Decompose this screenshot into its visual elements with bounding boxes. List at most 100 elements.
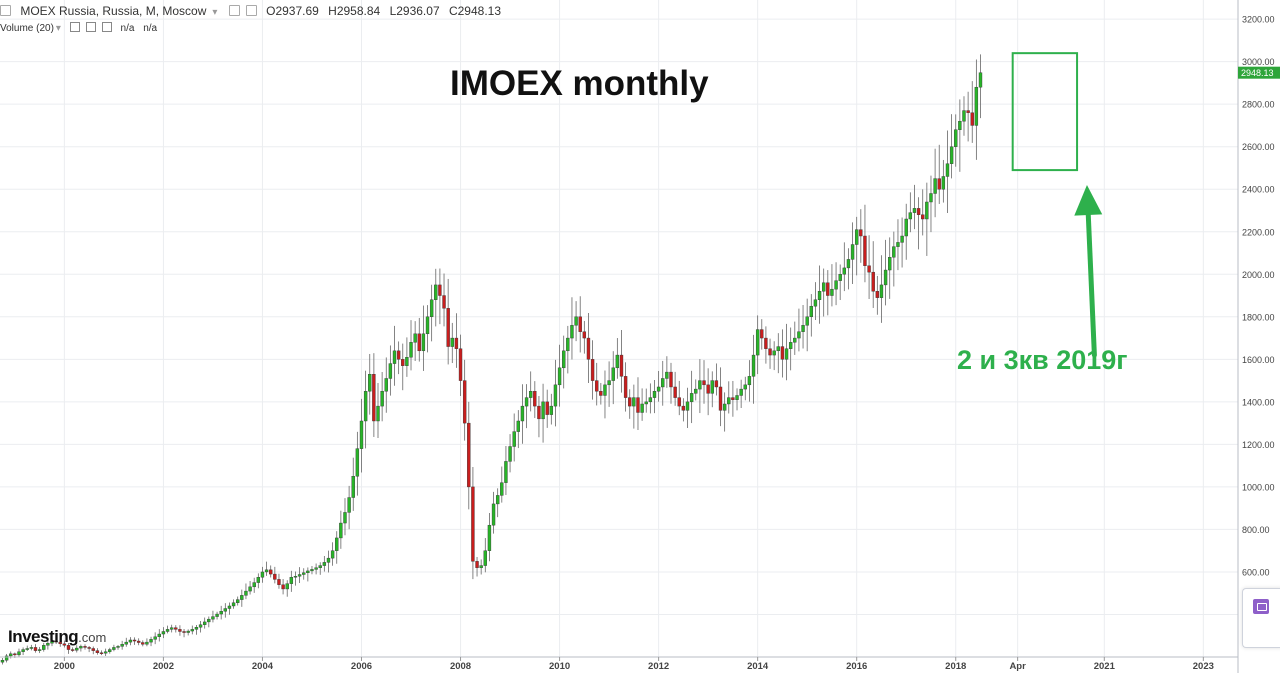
collapse-icon[interactable]	[0, 5, 11, 16]
candle-body	[834, 280, 838, 290]
y-tick-label: 2400.00	[1242, 185, 1275, 195]
candle-body	[788, 342, 793, 349]
y-tick-label: 3000.00	[1242, 57, 1275, 67]
candle-body	[380, 391, 384, 407]
hide-icon[interactable]	[245, 5, 257, 16]
candle-body	[694, 388, 698, 394]
candle-body	[454, 337, 459, 349]
candle-body	[859, 229, 863, 237]
candle-body	[62, 643, 67, 646]
candle-body	[797, 331, 801, 339]
candle-body	[169, 627, 174, 630]
candle-body	[603, 384, 607, 396]
candle-body	[438, 284, 442, 296]
x-tick-label: 2004	[252, 661, 274, 672]
y-tick-label: 2800.00	[1242, 100, 1275, 110]
x-tick-label: 2016	[846, 661, 867, 672]
volume-label: Volume (20)	[0, 23, 54, 34]
candle-body	[190, 629, 194, 632]
volume-hide-icon[interactable]	[85, 22, 96, 32]
candle-body	[46, 642, 50, 646]
candle-body	[330, 550, 335, 559]
candle-body	[318, 565, 322, 568]
candle-body	[29, 647, 34, 649]
candle-body	[817, 291, 822, 300]
candle-body	[908, 212, 913, 220]
candle-body	[805, 316, 809, 326]
candle-body	[661, 378, 665, 388]
side-widget[interactable]	[1242, 588, 1280, 648]
volume-dropdown-icon[interactable]: ▾	[55, 23, 61, 34]
candle-body	[401, 359, 405, 366]
candle-body	[826, 282, 830, 296]
candle-body	[524, 397, 529, 407]
chat-icon[interactable]	[1253, 599, 1269, 614]
candle-body	[83, 646, 87, 648]
candle-body	[50, 640, 54, 644]
candle-body	[4, 655, 9, 661]
candle-body	[37, 649, 42, 651]
chart-grid	[0, 0, 1238, 657]
candle-body	[178, 629, 182, 632]
candle-body	[343, 512, 347, 524]
candle-body	[553, 384, 558, 407]
candle-body	[269, 569, 273, 575]
candle-body	[945, 163, 950, 177]
candle-body	[582, 331, 587, 339]
candle-body	[396, 350, 401, 360]
candle-body	[586, 337, 591, 360]
x-tick-label: 2008	[450, 661, 471, 672]
x-tick-label: 2018	[945, 661, 966, 672]
candle-body	[615, 354, 620, 369]
settings-icon[interactable]	[228, 5, 240, 16]
candle-body	[116, 646, 120, 648]
arrow-shaft	[1085, 212, 1097, 358]
x-tick-label: 2010	[549, 661, 570, 672]
candle-body	[570, 325, 574, 339]
candle-body	[838, 274, 842, 281]
y-tick-label: 3200.00	[1242, 15, 1275, 25]
y-tick-label: 2600.00	[1242, 142, 1275, 152]
candle-body	[842, 267, 847, 275]
candle-body	[405, 357, 409, 366]
candle-body	[904, 218, 908, 237]
candle-body	[483, 550, 487, 566]
candle-body	[636, 397, 640, 413]
candle-body	[33, 647, 38, 651]
candle-body	[784, 348, 789, 360]
y-tick-label: 1600.00	[1242, 355, 1275, 365]
volume-close-icon[interactable]	[101, 22, 112, 32]
candle-body	[718, 386, 723, 411]
x-tick-label: 2012	[648, 661, 669, 672]
symbol-dropdown-icon[interactable]: ▾	[212, 7, 218, 18]
candle-body	[578, 316, 582, 332]
x-tick-label: Apr	[1009, 661, 1026, 672]
candlestick-series	[0, 54, 983, 665]
candle-body	[801, 325, 805, 332]
candle-body	[623, 376, 628, 398]
candle-body	[141, 642, 145, 645]
candle-body	[186, 630, 190, 633]
low-value: L2936.07	[389, 4, 440, 18]
candle-body	[764, 337, 768, 349]
candle-body	[751, 354, 756, 377]
candle-body	[978, 72, 983, 88]
volume-settings-icon[interactable]	[69, 22, 80, 32]
candle-body	[256, 577, 261, 583]
investing-logo: Investing.com	[8, 627, 106, 647]
candle-body	[933, 178, 937, 194]
y-tick-label: 800.00	[1242, 525, 1270, 535]
candle-body	[619, 354, 624, 377]
candle-body	[656, 386, 661, 392]
symbol-name: MOEX Russia, Russia, M, Moscow	[20, 4, 207, 18]
candle-body	[475, 561, 479, 568]
candle-body	[392, 350, 397, 364]
candle-body	[574, 316, 578, 326]
candle-body	[495, 495, 500, 505]
candle-body	[925, 201, 929, 220]
candle-body	[714, 380, 719, 388]
x-tick-label: 2006	[351, 661, 372, 672]
candle-body	[648, 397, 653, 403]
candle-body	[297, 574, 302, 577]
